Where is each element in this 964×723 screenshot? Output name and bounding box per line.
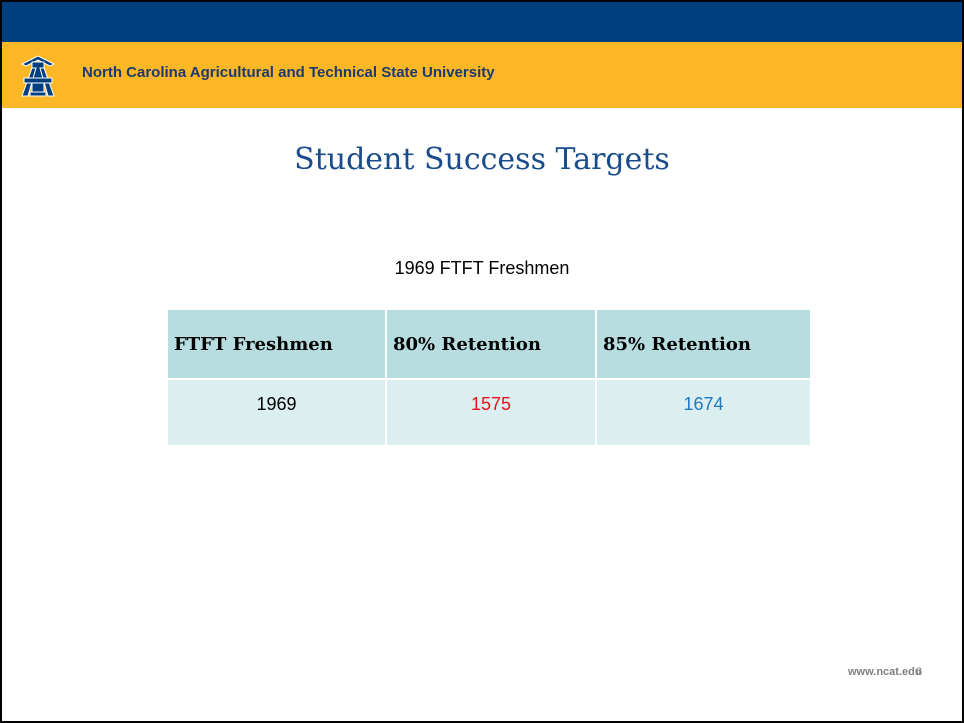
header-row: FTFT Freshmen 80% Retention 85% Retentio…	[168, 310, 812, 380]
slide-title: Student Success Targets	[294, 142, 670, 177]
data-cell: 1575	[386, 379, 597, 445]
data-row: 1969 1575 1674	[168, 379, 812, 445]
footer-url: www.ncat.edu	[848, 666, 922, 678]
header-cell: 80% Retention	[386, 310, 597, 380]
logo	[20, 55, 56, 97]
university-name: North Carolina Agricultural and Technica…	[82, 64, 495, 81]
targets-table: FTFT Freshmen 80% Retention 85% Retentio…	[168, 310, 812, 445]
page-number: 6	[916, 666, 923, 678]
data-cell: 1674	[596, 379, 812, 445]
header-cell: 85% Retention	[596, 310, 812, 380]
header-cell: FTFT Freshmen	[168, 310, 387, 380]
top-bar	[2, 2, 962, 42]
slide-subtitle: 1969 FTFT Freshmen	[394, 258, 570, 278]
data-cell: 1969	[168, 379, 387, 445]
header-bar	[2, 42, 962, 108]
